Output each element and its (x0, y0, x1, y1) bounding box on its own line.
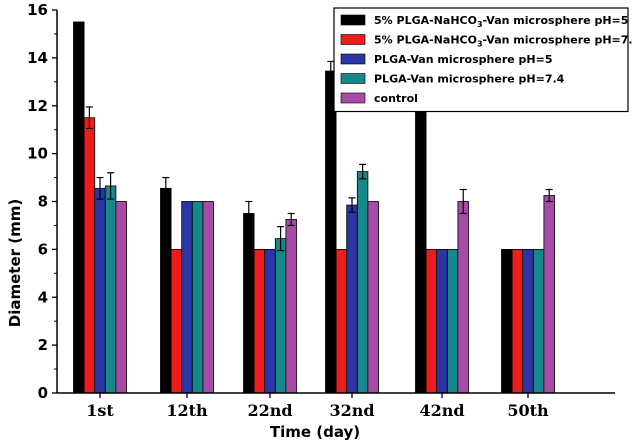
legend-text-part: -Van microsphere pH=5 (483, 14, 629, 27)
bar (181, 201, 193, 394)
bar (446, 248, 459, 394)
x-tick-label: 42nd (419, 401, 464, 420)
bar (170, 248, 183, 394)
bar (532, 248, 545, 394)
bar (511, 248, 524, 394)
legend-subscript: 3 (477, 20, 483, 29)
y-tick-label: 2 (38, 336, 48, 354)
y-tick-label: 16 (27, 1, 48, 19)
y-axis-title: Diameter (mm) (6, 199, 24, 327)
legend-swatch (340, 14, 366, 26)
legend-subscript: 3 (477, 40, 483, 49)
legend-label: control (374, 92, 418, 105)
x-tick-label: 50th (507, 401, 549, 420)
ticks-layer: 0 2 4 6 8 10 12 14 16 1st 12th 22nd 32nd 42nd 50th (27, 1, 549, 420)
bar (543, 195, 555, 394)
bar (415, 85, 427, 394)
bar (202, 201, 214, 394)
bar (115, 201, 127, 394)
bar (346, 204, 358, 394)
legend: 5% PLGA-NaHCO3-Van microsphere pH=55% PL… (333, 7, 632, 113)
x-tick-label: 22nd (247, 401, 292, 420)
legend-swatch (340, 73, 366, 84)
bar (335, 248, 348, 394)
bar (83, 117, 96, 394)
x-axis-title: Time (day) (270, 423, 360, 441)
bar (243, 213, 255, 394)
legend-text-part: 5% PLGA-NaHCO (374, 34, 477, 47)
legend-text-part: -Van microsphere pH=7.4 (483, 34, 632, 47)
bar (253, 248, 266, 394)
y-tick-label: 0 (38, 384, 48, 402)
y-tick-label: 8 (38, 193, 48, 211)
legend-label: PLGA-Van microsphere pH=5 (374, 53, 553, 66)
y-tick-label: 10 (27, 145, 48, 163)
legend-label: 5% PLGA-NaHCO3-Van microsphere pH=7.4 (374, 34, 632, 49)
legend-label: PLGA-Van microsphere pH=7.4 (374, 73, 565, 86)
bar (457, 201, 469, 394)
x-tick-label: 12th (166, 401, 208, 420)
bar (325, 70, 337, 394)
y-tick-label: 14 (27, 49, 48, 67)
bar (522, 248, 534, 394)
y-tick-label: 4 (38, 288, 48, 306)
bar (104, 185, 117, 394)
legend-swatch (340, 92, 366, 104)
bar (425, 248, 438, 394)
y-tick-label: 12 (27, 97, 48, 115)
legend-label: 5% PLGA-NaHCO3-Van microsphere pH=5 (374, 14, 628, 29)
legend-text-part: 5% PLGA-NaHCO (374, 14, 477, 27)
bar (94, 187, 106, 394)
bar (436, 248, 448, 394)
bar (501, 248, 513, 394)
bar (356, 171, 369, 394)
x-tick-label: 32nd (329, 401, 374, 420)
bar (160, 187, 172, 394)
error-bars-layer (85, 60, 553, 252)
y-tick-label: 6 (38, 240, 48, 258)
bar (367, 201, 379, 394)
bar (285, 219, 297, 394)
bar (73, 21, 85, 394)
bar (264, 248, 276, 394)
bar (274, 238, 287, 394)
legend-swatch (340, 53, 366, 65)
bar (191, 201, 204, 394)
x-tick-label: 1st (86, 401, 114, 420)
legend-box (333, 7, 629, 113)
legend-swatch (340, 34, 366, 45)
